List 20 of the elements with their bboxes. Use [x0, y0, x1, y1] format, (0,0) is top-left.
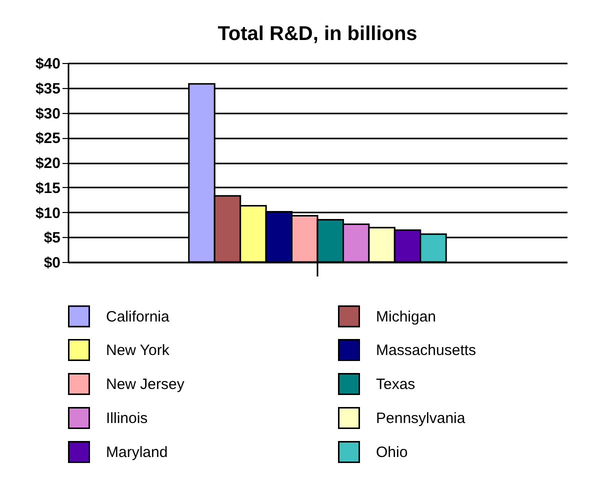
chart-title: Total R&D, in billions	[218, 23, 418, 45]
legend-label: Maryland	[106, 444, 168, 461]
y-tick-label: $35	[35, 80, 60, 98]
y-tick-label: $20	[35, 155, 60, 172]
y-tick-label: $25	[35, 130, 60, 148]
legend-label: Ohio	[376, 444, 408, 461]
legend-label: Massachusetts	[376, 342, 476, 359]
y-tick-label: $0	[44, 254, 60, 272]
y-tick-label: $15	[35, 180, 60, 197]
y-tick-label: $10	[35, 204, 60, 222]
y-tick-label: $40	[35, 56, 60, 72]
y-tick-label: $30	[35, 105, 60, 122]
y-tick-label: $5	[44, 230, 60, 247]
legend-label: Texas	[376, 376, 416, 393]
legend-label: Pennsylvania	[376, 410, 466, 427]
legend-label: New Jersey	[106, 376, 185, 393]
legend-label: Illinois	[106, 410, 148, 427]
legend-label: Michigan	[376, 308, 436, 326]
legend-label: New York	[106, 342, 170, 359]
legend-label: California	[106, 308, 170, 326]
